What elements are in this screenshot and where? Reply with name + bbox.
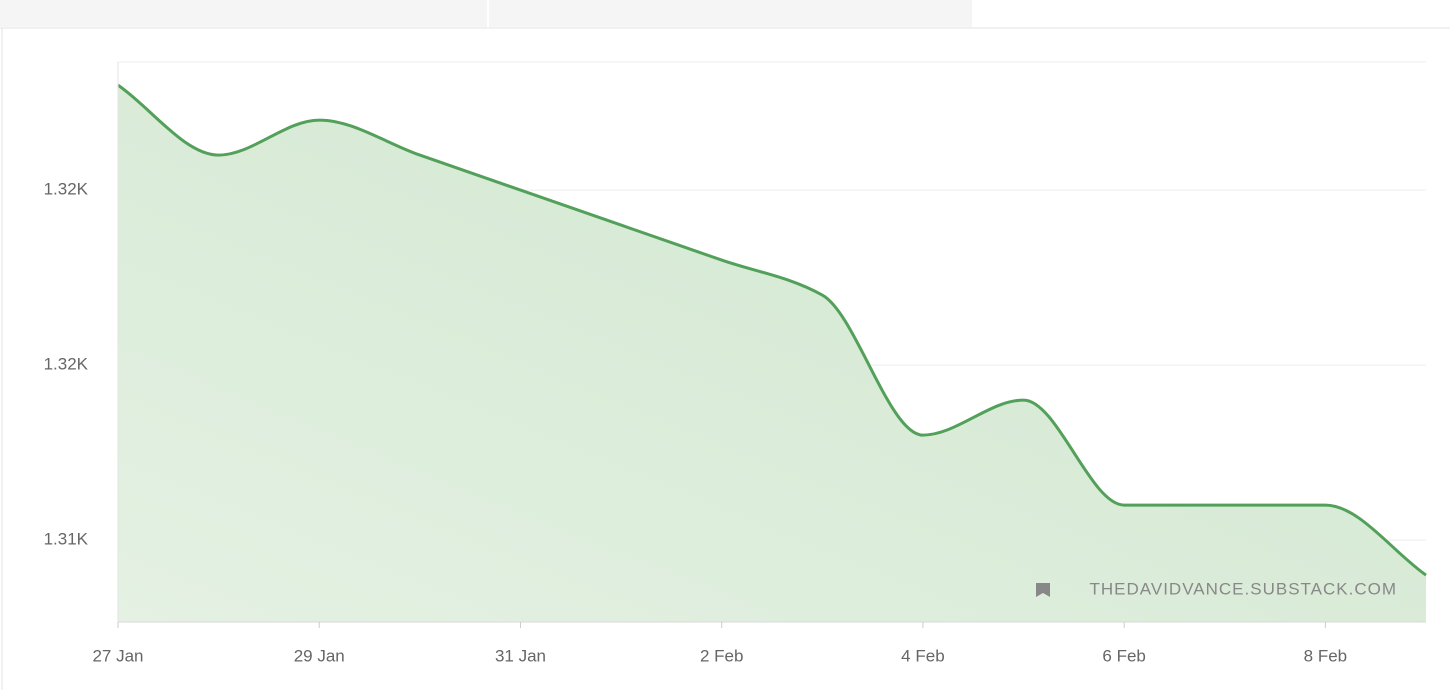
x-tick-label: 31 Jan (495, 646, 546, 665)
tab[interactable] (489, 0, 972, 27)
x-tick-label: 29 Jan (294, 646, 345, 665)
y-tick-label: 1.31K (44, 530, 89, 549)
tab[interactable] (0, 0, 487, 27)
x-tick-label: 2 Feb (700, 646, 743, 665)
y-tick-label: 1.32K (44, 355, 89, 374)
watermark: THEDAVIDVANCE.SUBSTACK.COM (1090, 579, 1397, 598)
x-tick-label: 6 Feb (1102, 646, 1145, 665)
x-tick-label: 27 Jan (92, 646, 143, 665)
area-fill (118, 85, 1426, 623)
y-tick-label: 1.32K (44, 180, 89, 199)
line (117, 83, 1427, 577)
watermark-icon (1036, 583, 1050, 597)
x-tick-label: 8 Feb (1304, 646, 1347, 665)
plot: 1.31K 1.32K 1.32K 27 Jan 29 Jan 31 Jan 2 Feb 4 … (44, 61, 1427, 665)
x-tick-label: 4 Feb (901, 646, 944, 665)
